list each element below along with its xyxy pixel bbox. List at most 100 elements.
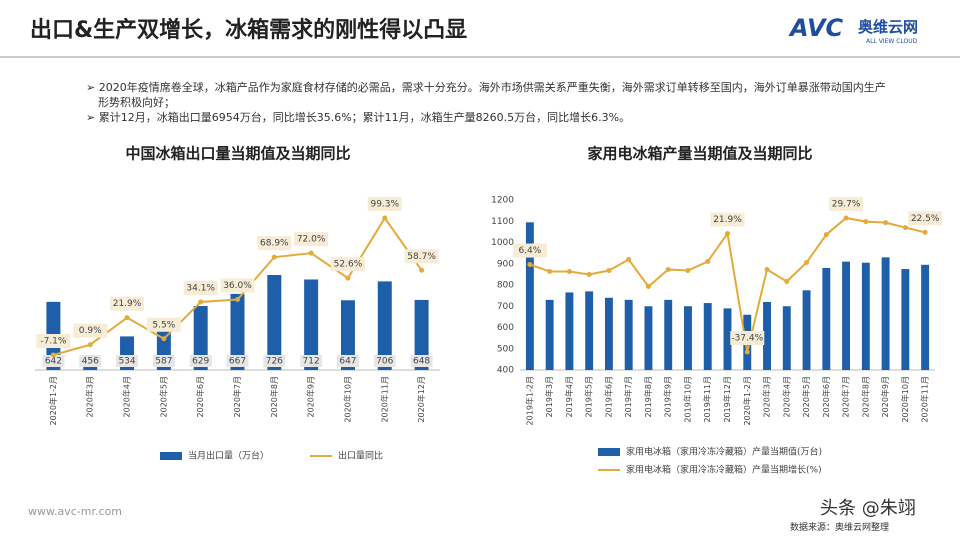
line-marker — [744, 349, 750, 355]
bar-label: 706 — [376, 357, 393, 367]
site: www.avc-mr.com — [28, 505, 122, 518]
bar-label: 629 — [192, 357, 209, 367]
logo-en: ALL VIEW CLOUD — [866, 38, 918, 45]
line-marker — [823, 232, 829, 238]
legend-label: 当月出口量（万台） — [188, 450, 269, 462]
line-marker — [705, 259, 711, 265]
header-rule — [0, 56, 960, 58]
x-tick-label: 2020年3月 — [85, 376, 95, 417]
line-label-bg — [730, 331, 765, 345]
bar — [703, 303, 712, 370]
x-tick-label: 2019年3月 — [544, 376, 554, 417]
bar — [644, 306, 653, 370]
bar-label-bg — [373, 355, 396, 367]
x-tick-label: 2020年3月 — [762, 376, 772, 417]
bar-label: 712 — [303, 357, 320, 367]
line-marker — [198, 299, 204, 305]
line-marker — [922, 229, 928, 235]
line-label-bg — [710, 212, 745, 227]
x-tick-label: 2020年6月 — [821, 376, 831, 417]
bar-label-bg — [116, 355, 139, 367]
line-label-bg — [908, 211, 943, 226]
line-marker — [50, 352, 56, 358]
bar-label: 534 — [118, 357, 135, 367]
line-marker — [606, 268, 612, 274]
y-tick-label: 600 — [497, 323, 514, 333]
bullets: 2020年疫情席卷全球，冰箱产品作为家庭食材存储的必需品，需求十分充分。海外市场… — [86, 80, 886, 125]
line-marker — [124, 315, 130, 321]
line-marker — [547, 269, 553, 275]
line-marker — [863, 219, 869, 225]
line-label: 21.9% — [113, 299, 142, 309]
chart-title: 中国冰箱出口量当期值及当期同比 — [125, 145, 350, 163]
line-label: 29.7% — [832, 200, 861, 210]
y-tick-label: 400 — [497, 366, 514, 376]
watermark: 头条 @朱翊 — [820, 498, 916, 519]
y-tick-label: 800 — [497, 281, 514, 291]
line-marker — [271, 254, 277, 260]
bar — [861, 262, 870, 370]
line-label: 99.3% — [370, 200, 399, 210]
line-label: 36.0% — [223, 281, 252, 291]
bar-label: 642 — [45, 357, 62, 367]
line-label-bg — [73, 323, 108, 338]
x-tick-label: 2020年1-2月 — [48, 376, 58, 425]
line-label: 72.0% — [297, 235, 326, 245]
line-marker — [626, 257, 632, 263]
bar — [414, 299, 429, 370]
bar — [822, 268, 831, 370]
x-tick-label: 2019年5月 — [584, 376, 594, 417]
y-tick-label: 1100 — [491, 217, 514, 227]
line-label: -7.1% — [40, 337, 67, 347]
bar-label: 647 — [339, 357, 356, 367]
line-marker — [87, 342, 93, 348]
line-label: 5.5% — [152, 320, 175, 330]
x-tick-label: 2019年9月 — [663, 376, 673, 417]
line-marker — [345, 275, 351, 281]
bar — [901, 269, 910, 370]
line-label: 6.4% — [518, 246, 541, 256]
bar-label: 456 — [82, 357, 99, 367]
bar — [763, 302, 771, 370]
legend-label: 家用电冰箱（家用冷冻冷藏箱）产量当期值(万台) — [626, 446, 822, 458]
x-tick-label: 2019年12月 — [722, 376, 732, 423]
y-tick-label: 900 — [497, 259, 514, 269]
line-marker — [645, 283, 651, 289]
chart-title: 家用电冰箱产量当期值及当期同比 — [587, 145, 812, 163]
x-tick-label: 2020年9月 — [306, 376, 316, 417]
legend-swatch — [598, 448, 620, 456]
line-marker — [665, 267, 671, 273]
line-marker — [419, 267, 425, 273]
bar-label: 587 — [155, 357, 172, 367]
x-tick-label: 2019年4月 — [564, 376, 574, 417]
bar-label: 726 — [266, 357, 283, 367]
x-tick-label: 2020年5月 — [158, 376, 168, 417]
line-label: 21.9% — [713, 215, 742, 225]
line-label: 22.5% — [911, 214, 940, 224]
line-label-bg — [294, 232, 329, 247]
line-label-bg — [110, 296, 145, 311]
logo: AVC — [790, 14, 844, 42]
y-tick-label: 700 — [497, 302, 514, 312]
line-marker — [586, 272, 592, 278]
line-label: 58.7% — [407, 252, 436, 262]
line-label-bg — [367, 197, 402, 211]
x-tick-label: 2020年7月 — [232, 376, 242, 417]
bar — [267, 275, 282, 370]
bar — [230, 293, 245, 370]
bullet: 2020年疫情席卷全球，冰箱产品作为家庭食材存储的必需品，需求十分充分。海外市场… — [86, 80, 886, 110]
legend-swatch — [160, 452, 182, 460]
y-tick-label: 500 — [497, 344, 514, 354]
x-tick-label: 2020年4月 — [122, 376, 132, 417]
line-label-bg — [36, 334, 71, 348]
bar-label-bg — [189, 355, 212, 367]
bar — [624, 299, 633, 370]
bar — [565, 292, 574, 370]
bar — [340, 300, 355, 370]
line-label-bg — [512, 243, 547, 258]
x-tick-label: 2020年12月 — [416, 376, 426, 423]
line-marker — [902, 225, 908, 231]
bar-label-bg — [410, 355, 433, 367]
